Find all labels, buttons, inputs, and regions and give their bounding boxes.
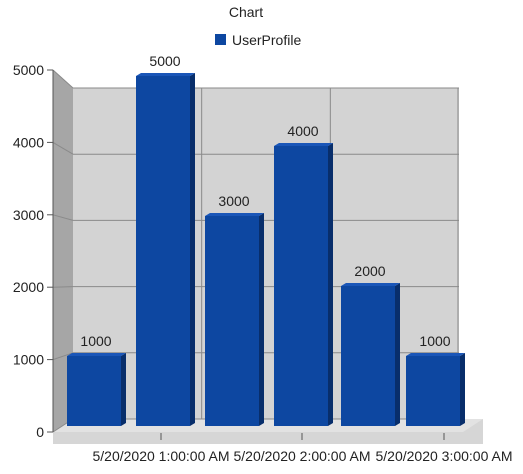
gridline-side [52,352,74,361]
gridline-side [52,141,74,155]
data-label: 5000 [149,53,180,69]
gridline-side [52,214,74,221]
bar [406,356,460,426]
bar [67,356,121,426]
bar [274,146,328,426]
plot-area: 0 1000 2000 3000 4000 5000 5/20/2020 1:00:00 A… [13,53,513,464]
legend-label: UserProfile [232,32,301,48]
bar-side [259,213,264,426]
bar-side [121,353,126,426]
legend-swatch [215,34,226,45]
legend: UserProfile [215,32,301,48]
bar-top [341,283,400,286]
y-tick-label: 2000 [13,279,44,295]
bar [205,216,259,426]
y-tick-label: 4000 [13,134,44,150]
y-tick-label: 0 [36,424,44,440]
bar-side [328,143,333,426]
side-wall [53,70,73,432]
x-tick-label: 5/20/2020 2:00:00 AM [234,448,371,464]
bar-side [460,353,465,426]
bar-top [205,213,264,216]
data-label: 3000 [218,193,249,209]
x-tick-label: 5/20/2020 3:00:00 AM [376,448,513,464]
gridline-side [52,69,74,89]
bar-side [395,283,400,426]
bar-top [136,73,195,76]
data-label: 4000 [287,123,318,139]
y-tick-label: 5000 [13,62,44,78]
y-tick-label: 1000 [13,352,44,368]
bar [136,76,190,426]
back-wall [73,88,459,419]
bar-top [406,353,465,356]
bar [341,286,395,426]
chart-title: Chart [229,4,263,20]
x-tick-label: 5/20/2020 1:00:00 AM [93,448,230,464]
bar-top [274,143,333,146]
data-label: 2000 [354,263,385,279]
bar-top [67,353,126,356]
bar-side [190,73,195,426]
y-tick-label: 3000 [13,207,44,223]
gridline-side [52,286,74,288]
data-label: 1000 [419,333,450,349]
data-label: 1000 [80,333,111,349]
